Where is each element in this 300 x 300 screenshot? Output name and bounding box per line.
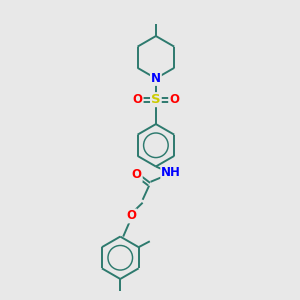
Text: NH: NH: [161, 167, 181, 179]
Text: S: S: [151, 93, 161, 106]
Text: O: O: [133, 93, 142, 106]
Text: O: O: [132, 168, 142, 181]
Text: N: N: [151, 72, 161, 85]
Text: O: O: [169, 93, 179, 106]
Text: O: O: [127, 209, 136, 223]
